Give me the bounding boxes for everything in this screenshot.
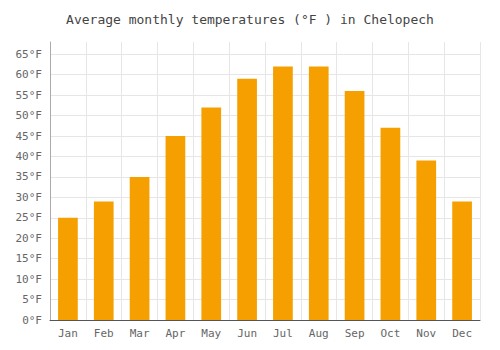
svg-text:Nov: Nov (416, 327, 436, 340)
svg-text:60°F: 60°F (16, 68, 43, 81)
svg-text:Oct: Oct (380, 327, 400, 340)
svg-text:30°F: 30°F (16, 191, 43, 204)
svg-text:Dec: Dec (452, 327, 472, 340)
svg-text:50°F: 50°F (16, 109, 43, 122)
svg-text:Jan: Jan (58, 327, 78, 340)
svg-text:0°F: 0°F (22, 314, 42, 327)
svg-text:Jul: Jul (273, 327, 293, 340)
svg-text:45°F: 45°F (16, 130, 43, 143)
svg-text:May: May (201, 327, 221, 340)
svg-text:5°F: 5°F (22, 293, 42, 306)
svg-text:20°F: 20°F (16, 232, 43, 245)
svg-text:Jun: Jun (237, 327, 257, 340)
svg-text:40°F: 40°F (16, 150, 43, 163)
svg-text:Sep: Sep (345, 327, 365, 340)
svg-text:Mar: Mar (130, 327, 150, 340)
svg-text:Feb: Feb (94, 327, 114, 340)
svg-text:Apr: Apr (165, 327, 185, 340)
svg-text:65°F: 65°F (16, 48, 43, 61)
svg-text:55°F: 55°F (16, 89, 43, 102)
svg-text:Average monthly temperatures (: Average monthly temperatures (°F ) in Ch… (66, 12, 434, 27)
svg-text:25°F: 25°F (16, 211, 43, 224)
svg-text:Aug: Aug (309, 327, 329, 340)
svg-text:10°F: 10°F (16, 273, 43, 286)
svg-text:15°F: 15°F (16, 252, 43, 265)
svg-text:35°F: 35°F (16, 170, 43, 183)
